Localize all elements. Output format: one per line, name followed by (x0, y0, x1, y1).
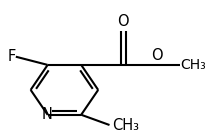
Text: CH₃: CH₃ (181, 58, 207, 72)
Text: O: O (151, 48, 162, 63)
Text: F: F (8, 49, 16, 64)
Text: N: N (41, 107, 52, 122)
Text: CH₃: CH₃ (112, 118, 139, 132)
Text: O: O (117, 14, 129, 29)
